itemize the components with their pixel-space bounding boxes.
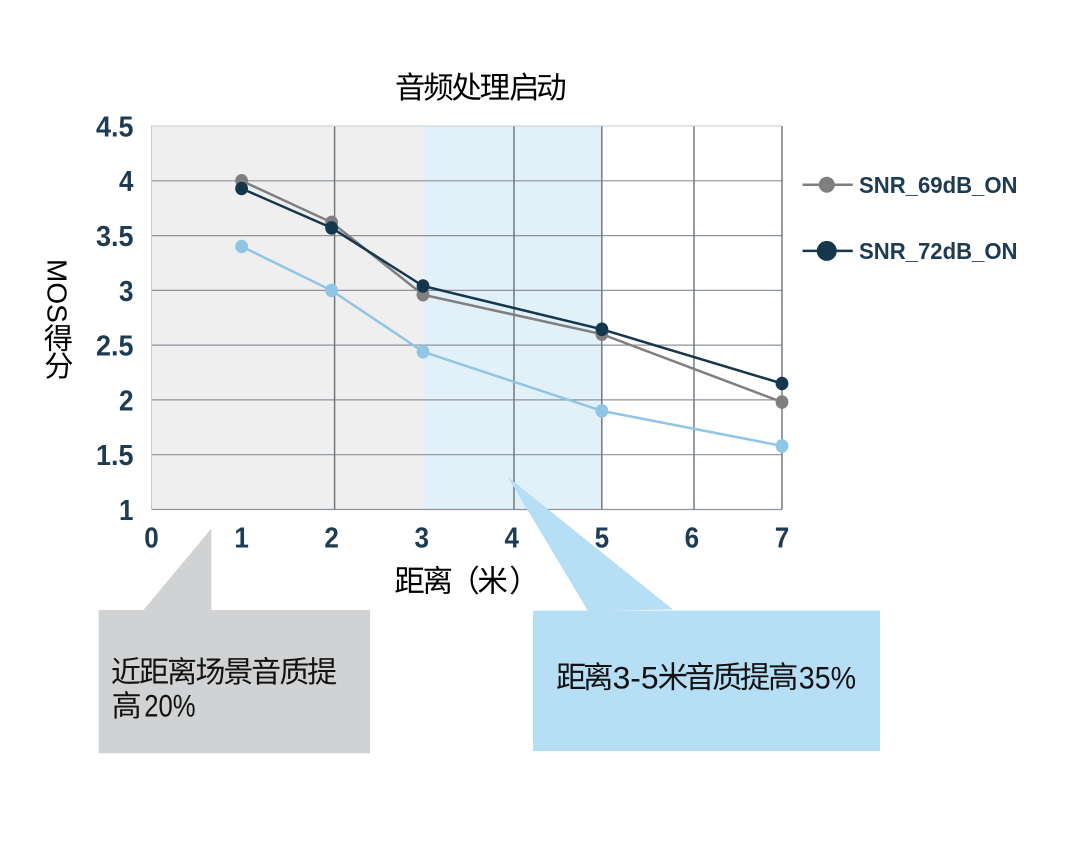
svg-text:6: 6 — [685, 523, 700, 555]
svg-text:SNR_72dB_ON: SNR_72dB_ON — [859, 238, 1018, 264]
svg-text:3-5: 3-5 — [613, 659, 659, 695]
svg-text:4: 4 — [119, 166, 134, 198]
svg-text:4.5: 4.5 — [96, 111, 134, 143]
svg-text:MOS: MOS — [42, 259, 73, 323]
svg-text:3: 3 — [119, 276, 134, 308]
svg-text:2: 2 — [119, 385, 134, 417]
svg-text:SNR_69dB_ON: SNR_69dB_ON — [859, 172, 1018, 198]
svg-text:2.5: 2.5 — [96, 331, 134, 363]
svg-text:20%: 20% — [144, 687, 195, 723]
svg-text:0: 0 — [144, 523, 159, 555]
svg-text:3.5: 3.5 — [96, 221, 134, 253]
svg-text:5: 5 — [595, 523, 610, 555]
svg-text:4: 4 — [505, 523, 520, 555]
svg-text:2: 2 — [324, 523, 339, 555]
svg-text:1: 1 — [234, 523, 249, 555]
svg-text:35%: 35% — [799, 659, 856, 695]
svg-text:1: 1 — [119, 495, 134, 527]
svg-text:7: 7 — [775, 523, 790, 555]
svg-text:3: 3 — [414, 523, 429, 555]
svg-text:1.5: 1.5 — [96, 440, 134, 472]
